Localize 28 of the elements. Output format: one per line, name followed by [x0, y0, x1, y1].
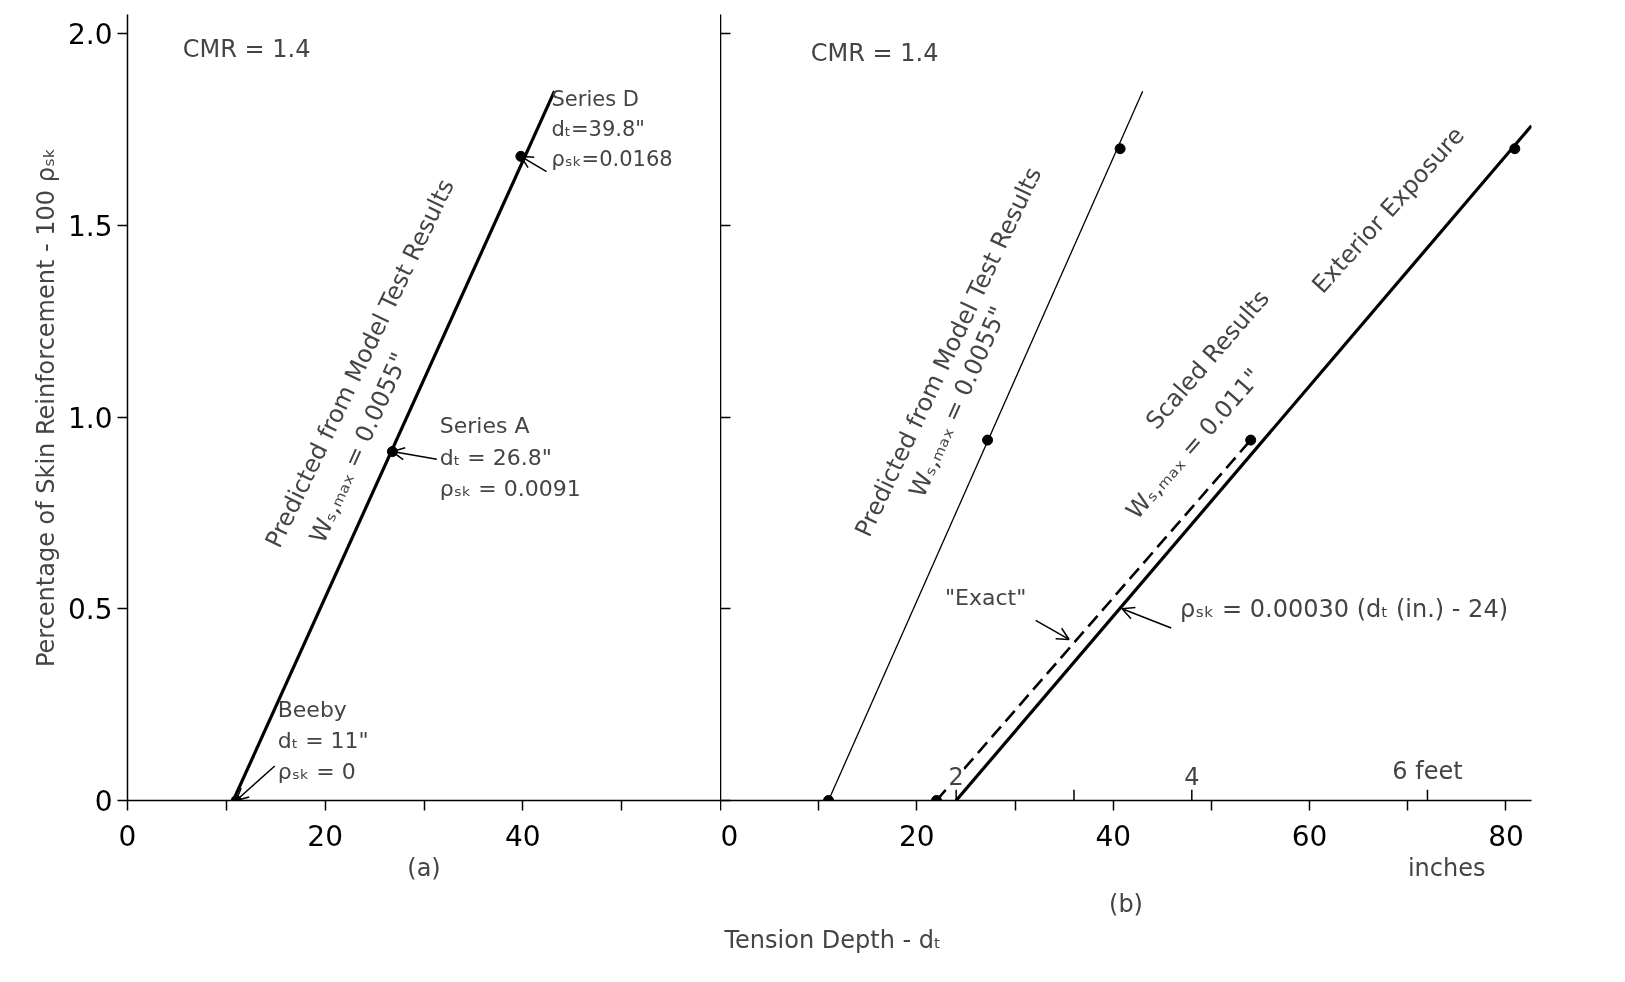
text: (a): [407, 853, 441, 882]
x2-tick-label: 4: [1184, 763, 1200, 792]
x-tick-label: 20: [307, 819, 343, 853]
x-axis-title: Tension Depth - dₜ: [723, 925, 942, 954]
text: (b): [1109, 889, 1143, 918]
annotation: "Exact": [944, 584, 1027, 610]
y-tick-label: 2.0: [67, 18, 113, 52]
annotation: Series A dₜ = 26.8" ρₛₖ = 0.0091: [439, 413, 581, 501]
x-tick-label: 0: [118, 819, 137, 853]
x2-tick-label: 2: [948, 763, 964, 792]
x-tick-label: 80: [1488, 819, 1524, 853]
text: inches: [1407, 853, 1486, 882]
x-tick-label: 20: [899, 819, 935, 853]
annotation: CMR = 1.4: [182, 35, 311, 64]
annotation: CMR = 1.4: [810, 38, 939, 67]
annotation: Series D dₜ=39.8" ρₛₖ=0.0168: [551, 87, 673, 172]
y-tick-label: 1.5: [67, 209, 113, 243]
y-tick-label: 0.5: [67, 593, 113, 627]
y-axis-title: Percentage of Skin Reinforcement - 100 ρₛₖ: [31, 147, 60, 668]
x-tick-label: 40: [505, 819, 541, 853]
x-tick-label: 40: [1095, 819, 1132, 853]
y-tick-label: 1.0: [67, 401, 113, 435]
x2-tick-label: 6 feet: [1392, 757, 1463, 786]
annotation: ρₛₖ = 0.00030 (dₜ (in.) - 24): [1180, 594, 1509, 623]
y-tick-label: 0: [94, 785, 113, 818]
x-tick-label: 60: [1291, 819, 1328, 853]
x-tick-label: 0: [720, 819, 739, 853]
annotation: Beeby dₜ = 11" ρₛₖ = 0: [277, 696, 369, 785]
